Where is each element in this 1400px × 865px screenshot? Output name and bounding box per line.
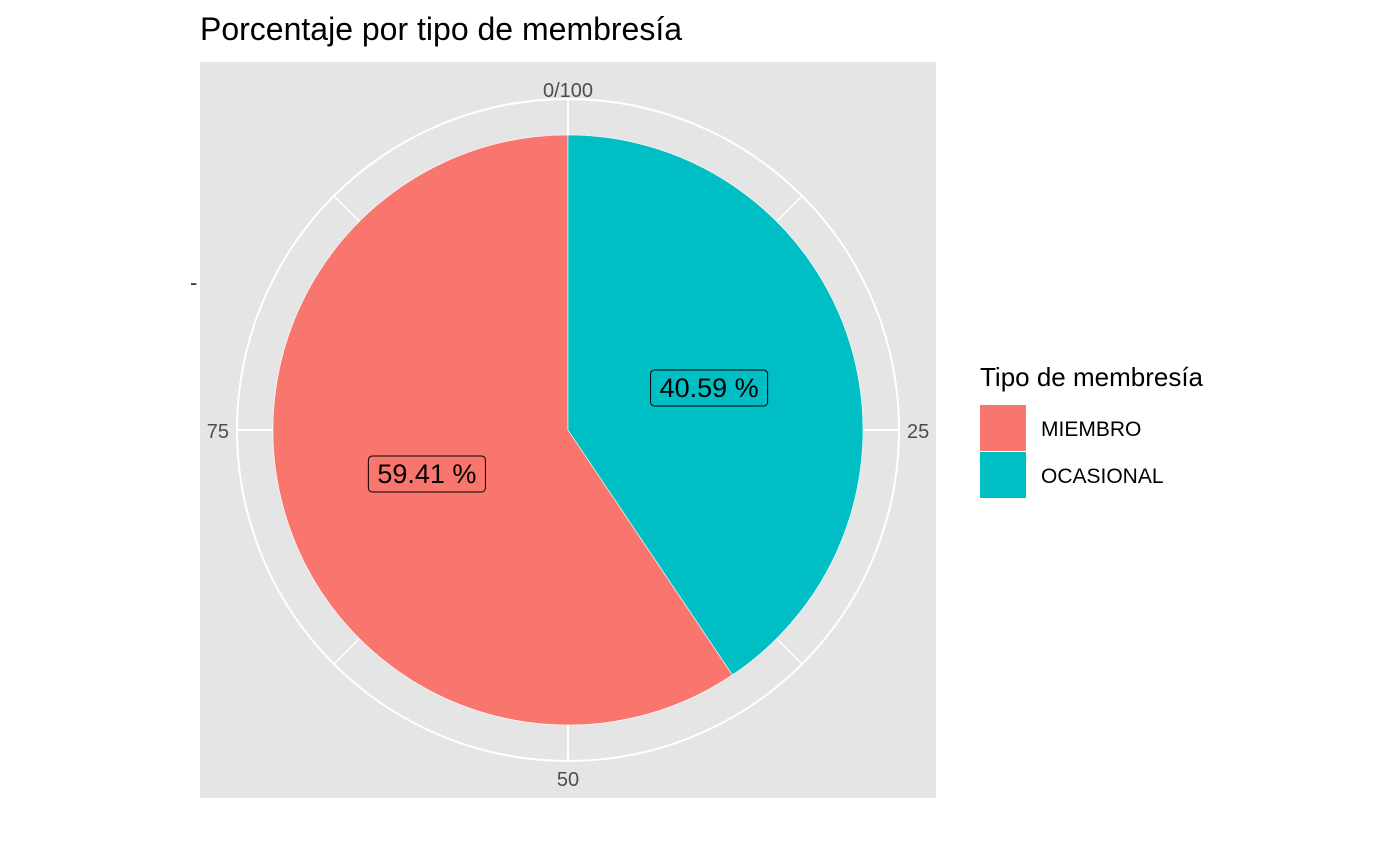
legend-label-miembro: MIEMBRO — [1041, 418, 1141, 441]
theta-ticks: 0/100 25 50 75 — [207, 80, 930, 791]
y-axis-tick-label: - — [190, 270, 197, 295]
legend-key-miembro — [980, 405, 1026, 451]
legend-key-ocasional — [980, 452, 1026, 498]
data-label-miembro: 59.41 % — [367, 455, 486, 493]
data-labels: 59.41 % 40.59 % — [367, 369, 769, 493]
theta-tick-label: 75 — [207, 421, 229, 443]
legend: Tipo de membresía MIEMBRO OCASIONAL — [980, 362, 1204, 498]
legend-title: Tipo de membresía — [980, 362, 1204, 392]
chart-title: Porcentaje por tipo de membresía — [200, 11, 682, 47]
theta-tick-label: 0/100 — [543, 80, 593, 102]
pie-slices — [272, 134, 864, 726]
pie-slice-miembro — [272, 134, 733, 726]
svg-text:40.59 %: 40.59 % — [660, 373, 759, 403]
svg-text:59.41 %: 59.41 % — [377, 459, 476, 489]
legend-label-ocasional: OCASIONAL — [1041, 465, 1164, 488]
theta-tick-label: 50 — [557, 769, 579, 791]
data-label-ocasional: 40.59 % — [650, 369, 769, 407]
theta-tick-label: 25 — [907, 421, 929, 443]
